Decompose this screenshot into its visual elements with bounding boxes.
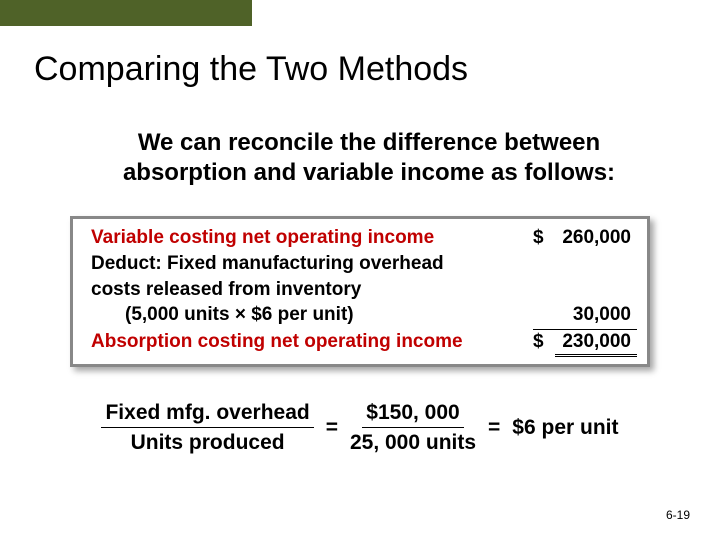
fraction-numerator: Fixed mfg. overhead xyxy=(101,400,313,428)
row-label-indent: (5,000 units × $6 per unit) xyxy=(91,303,533,327)
row-amount: 260,000 xyxy=(555,226,637,250)
table-row: Deduct: Fixed manufacturing overhead xyxy=(73,251,647,277)
slide-number: 6-19 xyxy=(666,508,690,522)
equation: Fixed mfg. overhead Units produced = $15… xyxy=(50,400,670,455)
equals-sign: = xyxy=(488,416,500,440)
slide-title: Comparing the Two Methods xyxy=(34,50,468,89)
fraction-denominator: Units produced xyxy=(131,428,285,455)
table-row: costs released from inventory xyxy=(73,277,647,303)
slide-subtitle: We can reconcile the difference between … xyxy=(78,128,660,188)
equals-sign: = xyxy=(326,416,338,440)
row-dollar: $ xyxy=(533,226,555,250)
row-label: Deduct: Fixed manufacturing overhead xyxy=(91,252,533,276)
table-row: (5,000 units × $6 per unit) 30,000 xyxy=(73,302,647,328)
fraction-mid: $150, 000 25, 000 units xyxy=(350,400,476,455)
fraction-numerator: $150, 000 xyxy=(362,400,463,428)
row-label: Absorption costing net operating income xyxy=(91,330,533,354)
reconciliation-table: Variable costing net operating income $ … xyxy=(70,216,650,367)
row-amount: 30,000 xyxy=(555,303,637,327)
fraction-denominator: 25, 000 units xyxy=(350,428,476,455)
table-row: Variable costing net operating income $ … xyxy=(73,225,647,251)
row-amount: 230,000 xyxy=(555,329,637,357)
fraction-left: Fixed mfg. overhead Units produced xyxy=(101,400,313,455)
accent-bar xyxy=(0,0,252,26)
row-label: costs released from inventory xyxy=(91,278,533,302)
row-label: Variable costing net operating income xyxy=(91,226,533,250)
table-row: Absorption costing net operating income … xyxy=(73,328,647,358)
row-dollar: $ xyxy=(533,329,555,354)
equation-result: $6 per unit xyxy=(512,416,618,440)
